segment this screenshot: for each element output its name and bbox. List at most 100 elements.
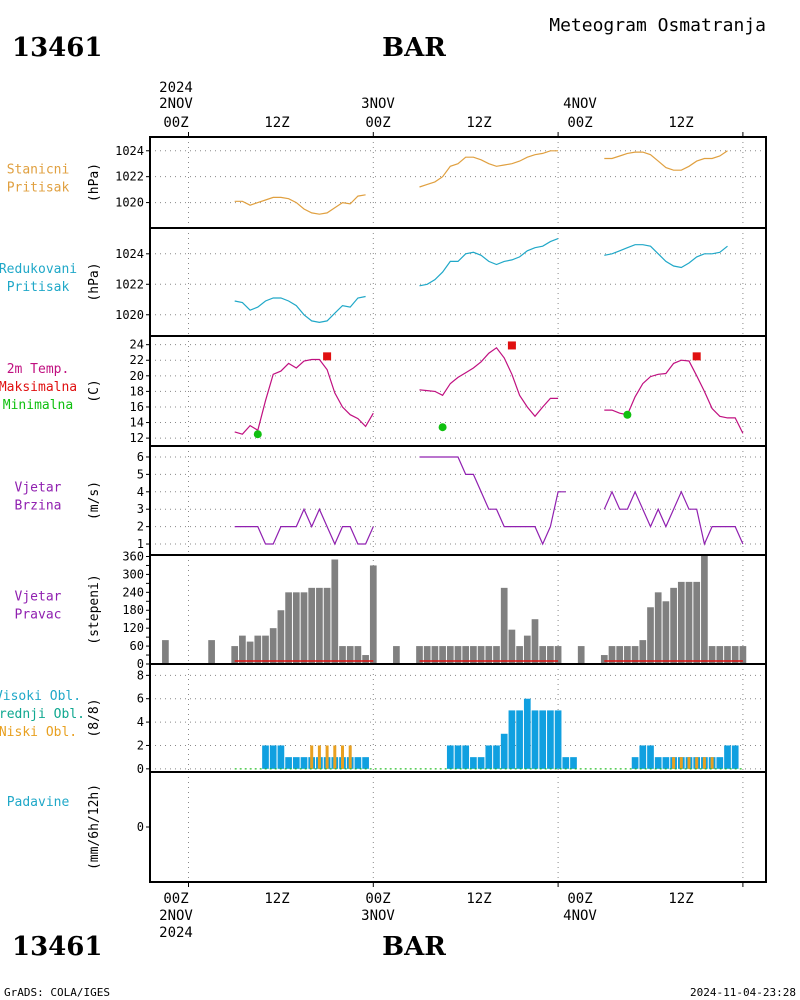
cloud-bar-low xyxy=(310,745,314,769)
min-temp-marker xyxy=(253,430,262,439)
bar xyxy=(269,628,277,664)
y-tick-label: 120 xyxy=(122,621,144,635)
y-tick-label: 0 xyxy=(137,820,144,834)
time-bottom-tick: 12Z xyxy=(668,891,693,907)
cloud-bar-low xyxy=(695,757,699,769)
series-line xyxy=(604,244,728,269)
bar xyxy=(393,646,400,664)
y-tick-label: 24 xyxy=(130,338,144,352)
panel-label: Brzina xyxy=(15,499,62,514)
bar xyxy=(493,646,500,664)
bar xyxy=(516,646,523,664)
panel-label: Pritisak xyxy=(7,181,70,196)
bar xyxy=(239,635,246,664)
cloud-bar-high xyxy=(354,757,362,769)
bar xyxy=(208,640,215,664)
series-line xyxy=(234,194,366,215)
series-line xyxy=(234,507,374,546)
bar xyxy=(346,646,354,664)
grads-credit: GrADS: COLA/IGES xyxy=(4,986,110,999)
y-tick-label: 4 xyxy=(137,715,144,729)
panel-label: Redukovani xyxy=(0,262,77,277)
bar xyxy=(362,655,369,664)
cloud-bar-high xyxy=(531,710,539,769)
bar xyxy=(701,555,708,664)
bar xyxy=(162,640,169,664)
cloud-bar-high xyxy=(300,757,308,769)
bar xyxy=(439,646,446,664)
cloud-bar-low xyxy=(341,745,344,769)
bar xyxy=(500,587,508,664)
y-axis-label: (stepeni) xyxy=(87,574,102,644)
bar xyxy=(254,635,262,664)
cloud-bar-high xyxy=(508,710,516,769)
cloud-bar-high xyxy=(269,745,277,769)
y-tick-label: 20 xyxy=(130,369,144,383)
time-top-tick: 12Z xyxy=(264,115,289,131)
bar xyxy=(508,629,516,664)
panel-label: 2m Temp. xyxy=(7,362,70,377)
date-top-2nov: 2NOV xyxy=(159,96,193,112)
bar xyxy=(662,601,670,664)
bar xyxy=(246,641,254,664)
bar xyxy=(446,646,454,664)
station-name-bottom: BAR xyxy=(382,932,446,962)
date-bottom-3nov: 3NOV xyxy=(361,908,395,924)
panel-label: Maksimalna xyxy=(0,380,77,395)
bar xyxy=(670,587,677,664)
station-id-bottom: 13461 xyxy=(12,932,102,962)
panel-1: 1020 1022 1024 (hPa) Stanicni Pritisak xyxy=(7,136,767,229)
bar xyxy=(523,635,531,664)
time-bottom-tick: 00Z xyxy=(365,891,390,907)
time-bottom-tick: 00Z xyxy=(567,891,592,907)
cloud-bar-high xyxy=(570,757,577,769)
date-bottom-2nov: 2NOV xyxy=(159,908,193,924)
panel-label: Vjetar xyxy=(15,590,62,605)
bar xyxy=(285,592,292,664)
y-tick-label: 6 xyxy=(137,450,144,464)
y-axis-label: (mm/6h/12h) xyxy=(87,784,102,870)
bar xyxy=(454,646,462,664)
bar xyxy=(462,646,470,664)
panels: 102010221024(hPa)StanicniPritisak1020102… xyxy=(0,132,767,887)
bar xyxy=(624,646,631,664)
cloud-bar-high xyxy=(523,698,531,769)
y-tick-label: 1022 xyxy=(115,170,144,184)
cloud-bar-low xyxy=(687,757,691,769)
bar xyxy=(231,646,239,664)
bar xyxy=(331,559,339,664)
y-tick-label: 6 xyxy=(137,692,144,706)
time-top-tick: 12Z xyxy=(668,115,693,131)
y-axis-label: (C) xyxy=(87,379,102,402)
series-line xyxy=(419,238,559,287)
cloud-bar-high xyxy=(516,710,523,769)
cloud-bar-high xyxy=(477,757,485,769)
bar xyxy=(277,610,285,664)
bar xyxy=(300,592,308,664)
panel-label: Niski Obl. xyxy=(0,725,77,740)
bar xyxy=(547,646,554,664)
y-tick-label: 180 xyxy=(122,603,144,617)
bar xyxy=(608,646,616,664)
y-tick-label: 16 xyxy=(130,400,144,414)
bar xyxy=(262,635,269,664)
bar xyxy=(724,646,731,664)
bar xyxy=(600,655,608,664)
cloud-bar-low xyxy=(710,757,714,769)
y-tick-label: 4 xyxy=(137,485,144,499)
y-tick-label: 22 xyxy=(130,353,144,367)
bar xyxy=(308,587,316,664)
bar xyxy=(731,646,739,664)
cloud-bar-high xyxy=(446,745,454,769)
cloud-bar-high xyxy=(539,710,547,769)
bar xyxy=(339,646,346,664)
bar xyxy=(431,646,439,664)
cloud-bar-high xyxy=(562,757,570,769)
y-axis-label: (hPa) xyxy=(87,163,102,202)
bar xyxy=(654,592,662,664)
time-top-tick: 00Z xyxy=(567,115,592,131)
cloud-bar-high xyxy=(731,745,739,769)
series-line xyxy=(603,490,744,546)
page-title: Meteogram Osmatranja xyxy=(549,15,766,36)
